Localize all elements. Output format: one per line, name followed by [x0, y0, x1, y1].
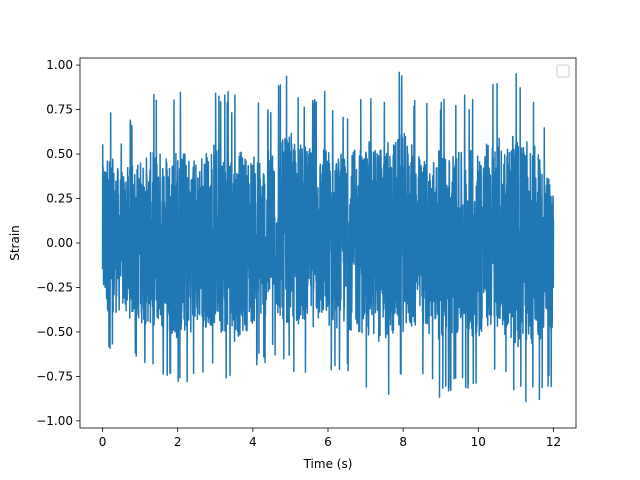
x-tick-label: 0 [99, 435, 107, 449]
x-axis-label: Time (s) [303, 457, 353, 471]
x-tick-label: 4 [249, 435, 257, 449]
plot-frame [79, 57, 577, 429]
x-tick-label: 8 [399, 435, 407, 449]
y-tick-label: 0.50 [46, 147, 73, 161]
x-tick-label: 6 [324, 435, 332, 449]
y-tick-label: −0.50 [36, 325, 73, 339]
y-tick-label: 0.25 [46, 192, 73, 206]
ticks-layer: 0 2 4 6 8 10 12 −1.00 −0.75 −0.50 −0.25 0.00 0.25 0.5… [36, 58, 561, 449]
series-layer [101, 71, 555, 403]
y-tick-label: −1.00 [36, 414, 73, 428]
x-tick-label: 10 [471, 435, 486, 449]
y-tick-label: 0.00 [46, 236, 73, 250]
y-axis-label: Strain [8, 225, 22, 261]
legend-box[interactable] [556, 64, 570, 78]
y-tick-label: 0.75 [46, 103, 73, 117]
x-tick-label: 2 [174, 435, 182, 449]
y-tick-label: 1.00 [46, 58, 73, 72]
y-tick-label: −0.25 [36, 280, 73, 294]
x-tick-label: 12 [546, 435, 561, 449]
strain-series-line [101, 71, 555, 403]
y-tick-label: −0.75 [36, 369, 73, 383]
